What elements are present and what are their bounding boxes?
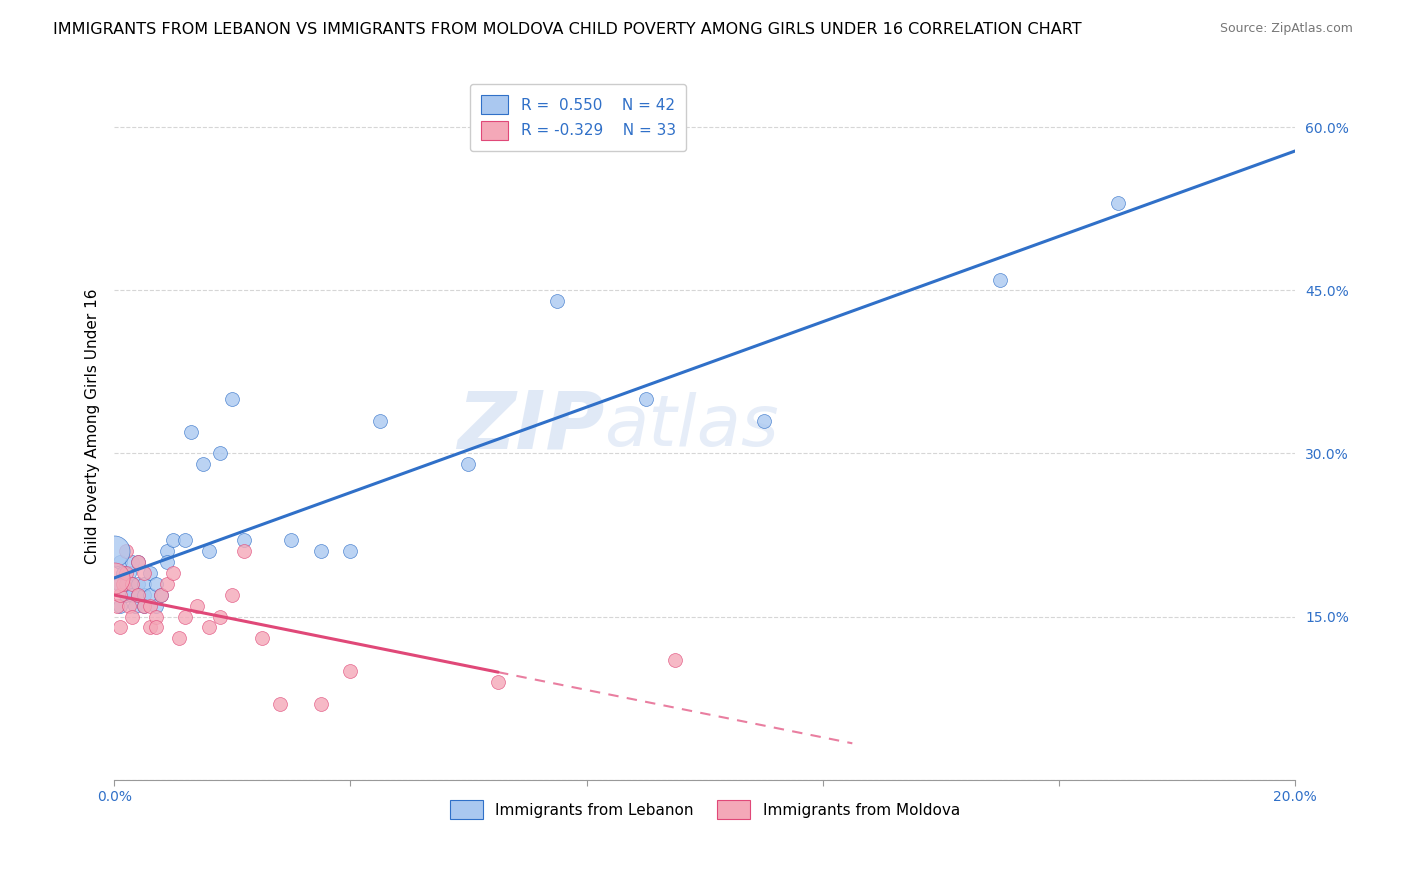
Point <box>127 577 149 591</box>
Point <box>118 599 141 613</box>
Point <box>250 632 273 646</box>
Point <box>145 620 167 634</box>
Point <box>191 458 214 472</box>
Point <box>156 544 179 558</box>
Point <box>127 555 149 569</box>
Point <box>209 609 232 624</box>
Point <box>197 544 219 558</box>
Text: atlas: atlas <box>605 392 779 461</box>
Legend: Immigrants from Lebanon, Immigrants from Moldova: Immigrants from Lebanon, Immigrants from… <box>443 794 966 825</box>
Point <box>121 577 143 591</box>
Point <box>664 653 686 667</box>
Point <box>546 294 568 309</box>
Point <box>221 392 243 406</box>
Point <box>150 588 173 602</box>
Point <box>132 599 155 613</box>
Point <box>156 555 179 569</box>
Point <box>457 458 479 472</box>
Point <box>174 609 197 624</box>
Point <box>209 446 232 460</box>
Point <box>752 414 775 428</box>
Point <box>138 620 160 634</box>
Point <box>174 533 197 548</box>
Point <box>138 566 160 580</box>
Point <box>167 632 190 646</box>
Y-axis label: Child Poverty Among Girls Under 16: Child Poverty Among Girls Under 16 <box>86 288 100 564</box>
Point <box>127 555 149 569</box>
Point <box>127 588 149 602</box>
Point <box>162 566 184 580</box>
Point <box>121 609 143 624</box>
Text: ZIP: ZIP <box>457 387 605 466</box>
Point <box>108 555 131 569</box>
Point <box>112 577 135 591</box>
Point <box>118 566 141 580</box>
Point <box>132 566 155 580</box>
Point <box>309 697 332 711</box>
Point <box>1107 196 1129 211</box>
Point <box>132 599 155 613</box>
Point <box>105 599 128 613</box>
Point <box>269 697 291 711</box>
Point <box>115 544 138 558</box>
Point <box>233 533 256 548</box>
Point <box>180 425 202 439</box>
Point <box>197 620 219 634</box>
Point <box>280 533 302 548</box>
Point <box>108 588 131 602</box>
Point <box>368 414 391 428</box>
Point <box>221 588 243 602</box>
Point <box>124 599 146 613</box>
Point <box>309 544 332 558</box>
Point <box>138 599 160 613</box>
Point <box>115 566 138 580</box>
Point <box>186 599 208 613</box>
Point <box>145 599 167 613</box>
Point <box>108 599 131 613</box>
Point <box>162 533 184 548</box>
Point <box>150 588 173 602</box>
Point <box>108 620 131 634</box>
Point <box>103 544 125 558</box>
Point <box>115 577 138 591</box>
Point <box>132 577 155 591</box>
Point <box>156 577 179 591</box>
Point <box>115 588 138 602</box>
Point <box>988 272 1011 286</box>
Point <box>233 544 256 558</box>
Point <box>634 392 657 406</box>
Point <box>145 609 167 624</box>
Text: Source: ZipAtlas.com: Source: ZipAtlas.com <box>1219 22 1353 36</box>
Point <box>112 566 135 580</box>
Text: IMMIGRANTS FROM LEBANON VS IMMIGRANTS FROM MOLDOVA CHILD POVERTY AMONG GIRLS UND: IMMIGRANTS FROM LEBANON VS IMMIGRANTS FR… <box>53 22 1083 37</box>
Point <box>121 555 143 569</box>
Point <box>103 572 125 586</box>
Point <box>108 577 131 591</box>
Point <box>486 674 509 689</box>
Point <box>132 588 155 602</box>
Point <box>339 544 361 558</box>
Point <box>138 588 160 602</box>
Point <box>121 577 143 591</box>
Point <box>339 664 361 678</box>
Point <box>145 577 167 591</box>
Point <box>127 588 149 602</box>
Point <box>121 588 143 602</box>
